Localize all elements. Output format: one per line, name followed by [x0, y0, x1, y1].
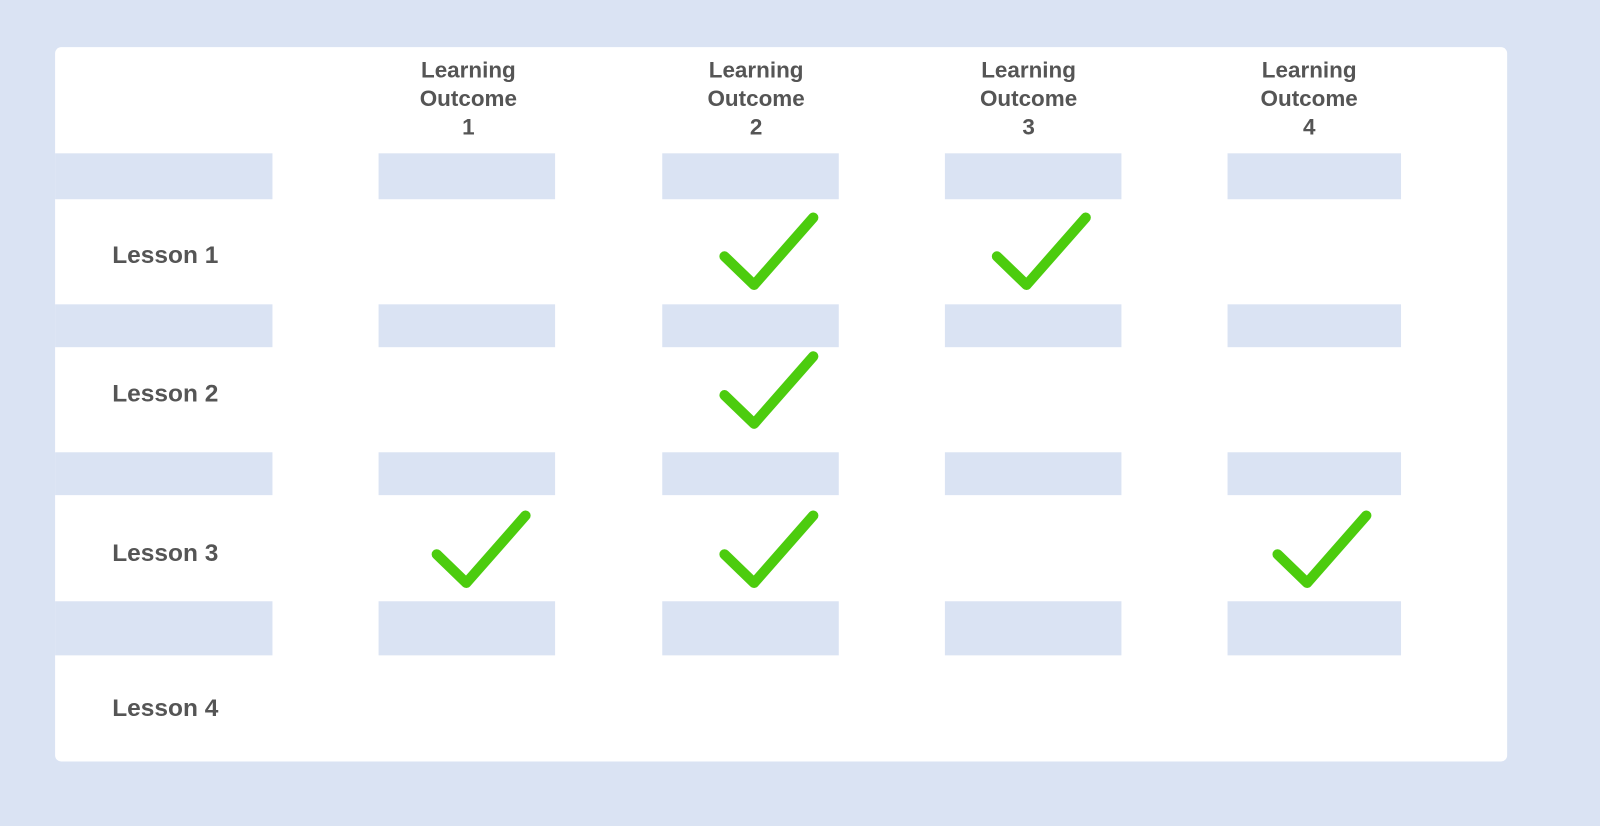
cell-gap: [378, 452, 556, 496]
cell-gap: [1227, 452, 1402, 496]
row-gap: [55, 452, 273, 496]
row-label: Lesson 4: [112, 695, 218, 722]
row-label: Lesson 1: [112, 242, 218, 269]
cell-gap: [944, 153, 1122, 200]
checkmark: [719, 212, 819, 291]
cell-gap: [378, 601, 556, 656]
cell-gap: [944, 452, 1122, 496]
column-header: 1: [462, 115, 474, 140]
column-header: Outcome: [420, 86, 517, 111]
cell-gap: [662, 601, 839, 656]
column-header: 4: [1303, 115, 1316, 140]
cell-gap: [378, 153, 556, 200]
row-label: Lesson 3: [112, 540, 218, 567]
column-header: 2: [750, 115, 762, 140]
checkmark: [1272, 510, 1372, 588]
cell-gap: [1227, 153, 1402, 200]
cell-gap: [944, 601, 1122, 656]
column-header: Learning: [709, 58, 804, 83]
column-header: 3: [1022, 115, 1034, 140]
checkmark: [719, 351, 819, 429]
cell-gap: [378, 304, 556, 348]
checkmark: [431, 510, 531, 588]
cell-gap: [1227, 601, 1402, 656]
column-header: Outcome: [707, 86, 804, 111]
column-header: Learning: [421, 58, 516, 83]
cell-gap: [662, 304, 839, 348]
row-label: Lesson 2: [112, 381, 218, 408]
cell-gap: [662, 153, 839, 200]
card: [55, 47, 1508, 762]
row-gap: [55, 153, 273, 200]
column-header: Outcome: [1261, 86, 1358, 111]
row-gap: [55, 601, 273, 656]
cell-gap: [1227, 304, 1402, 348]
cell-gap: [944, 304, 1122, 348]
checkmark: [991, 212, 1091, 291]
checkmark: [719, 510, 819, 588]
cell-gap: [662, 452, 839, 496]
column-header: Learning: [981, 58, 1076, 83]
column-header: Learning: [1262, 58, 1357, 83]
row-gap: [55, 304, 273, 348]
column-header: Outcome: [980, 86, 1077, 111]
